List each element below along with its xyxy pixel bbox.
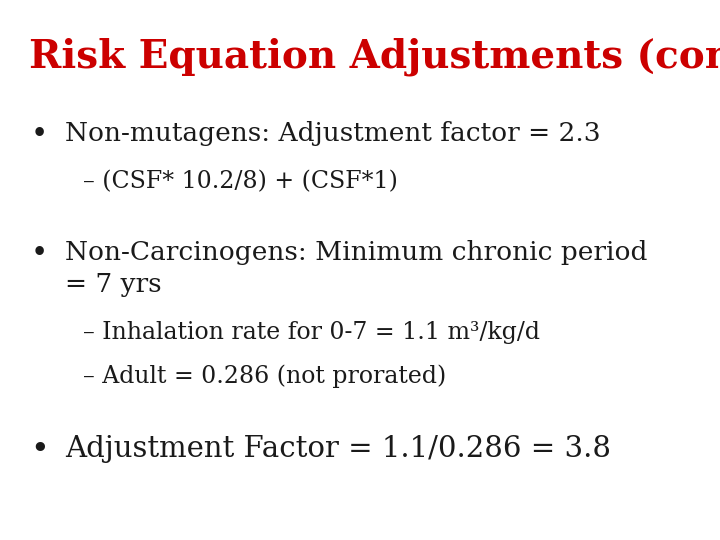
Text: Non-Carcinogens: Minimum chronic period
= 7 yrs: Non-Carcinogens: Minimum chronic period …	[65, 240, 647, 298]
Text: •: •	[31, 240, 48, 268]
Text: Risk Equation Adjustments (cont.): Risk Equation Adjustments (cont.)	[29, 38, 720, 76]
Text: •: •	[31, 122, 48, 150]
Text: •: •	[30, 435, 49, 465]
Text: – Inhalation rate for 0-7 = 1.1 m³/kg/d: – Inhalation rate for 0-7 = 1.1 m³/kg/d	[83, 321, 540, 345]
Text: Adjustment Factor = 1.1/0.286 = 3.8: Adjustment Factor = 1.1/0.286 = 3.8	[65, 435, 611, 463]
Text: – (CSF* 10.2/8) + (CSF*1): – (CSF* 10.2/8) + (CSF*1)	[83, 170, 397, 193]
Text: – Adult = 0.286 (not prorated): – Adult = 0.286 (not prorated)	[83, 364, 446, 388]
Text: Non-mutagens: Adjustment factor = 2.3: Non-mutagens: Adjustment factor = 2.3	[65, 122, 600, 146]
